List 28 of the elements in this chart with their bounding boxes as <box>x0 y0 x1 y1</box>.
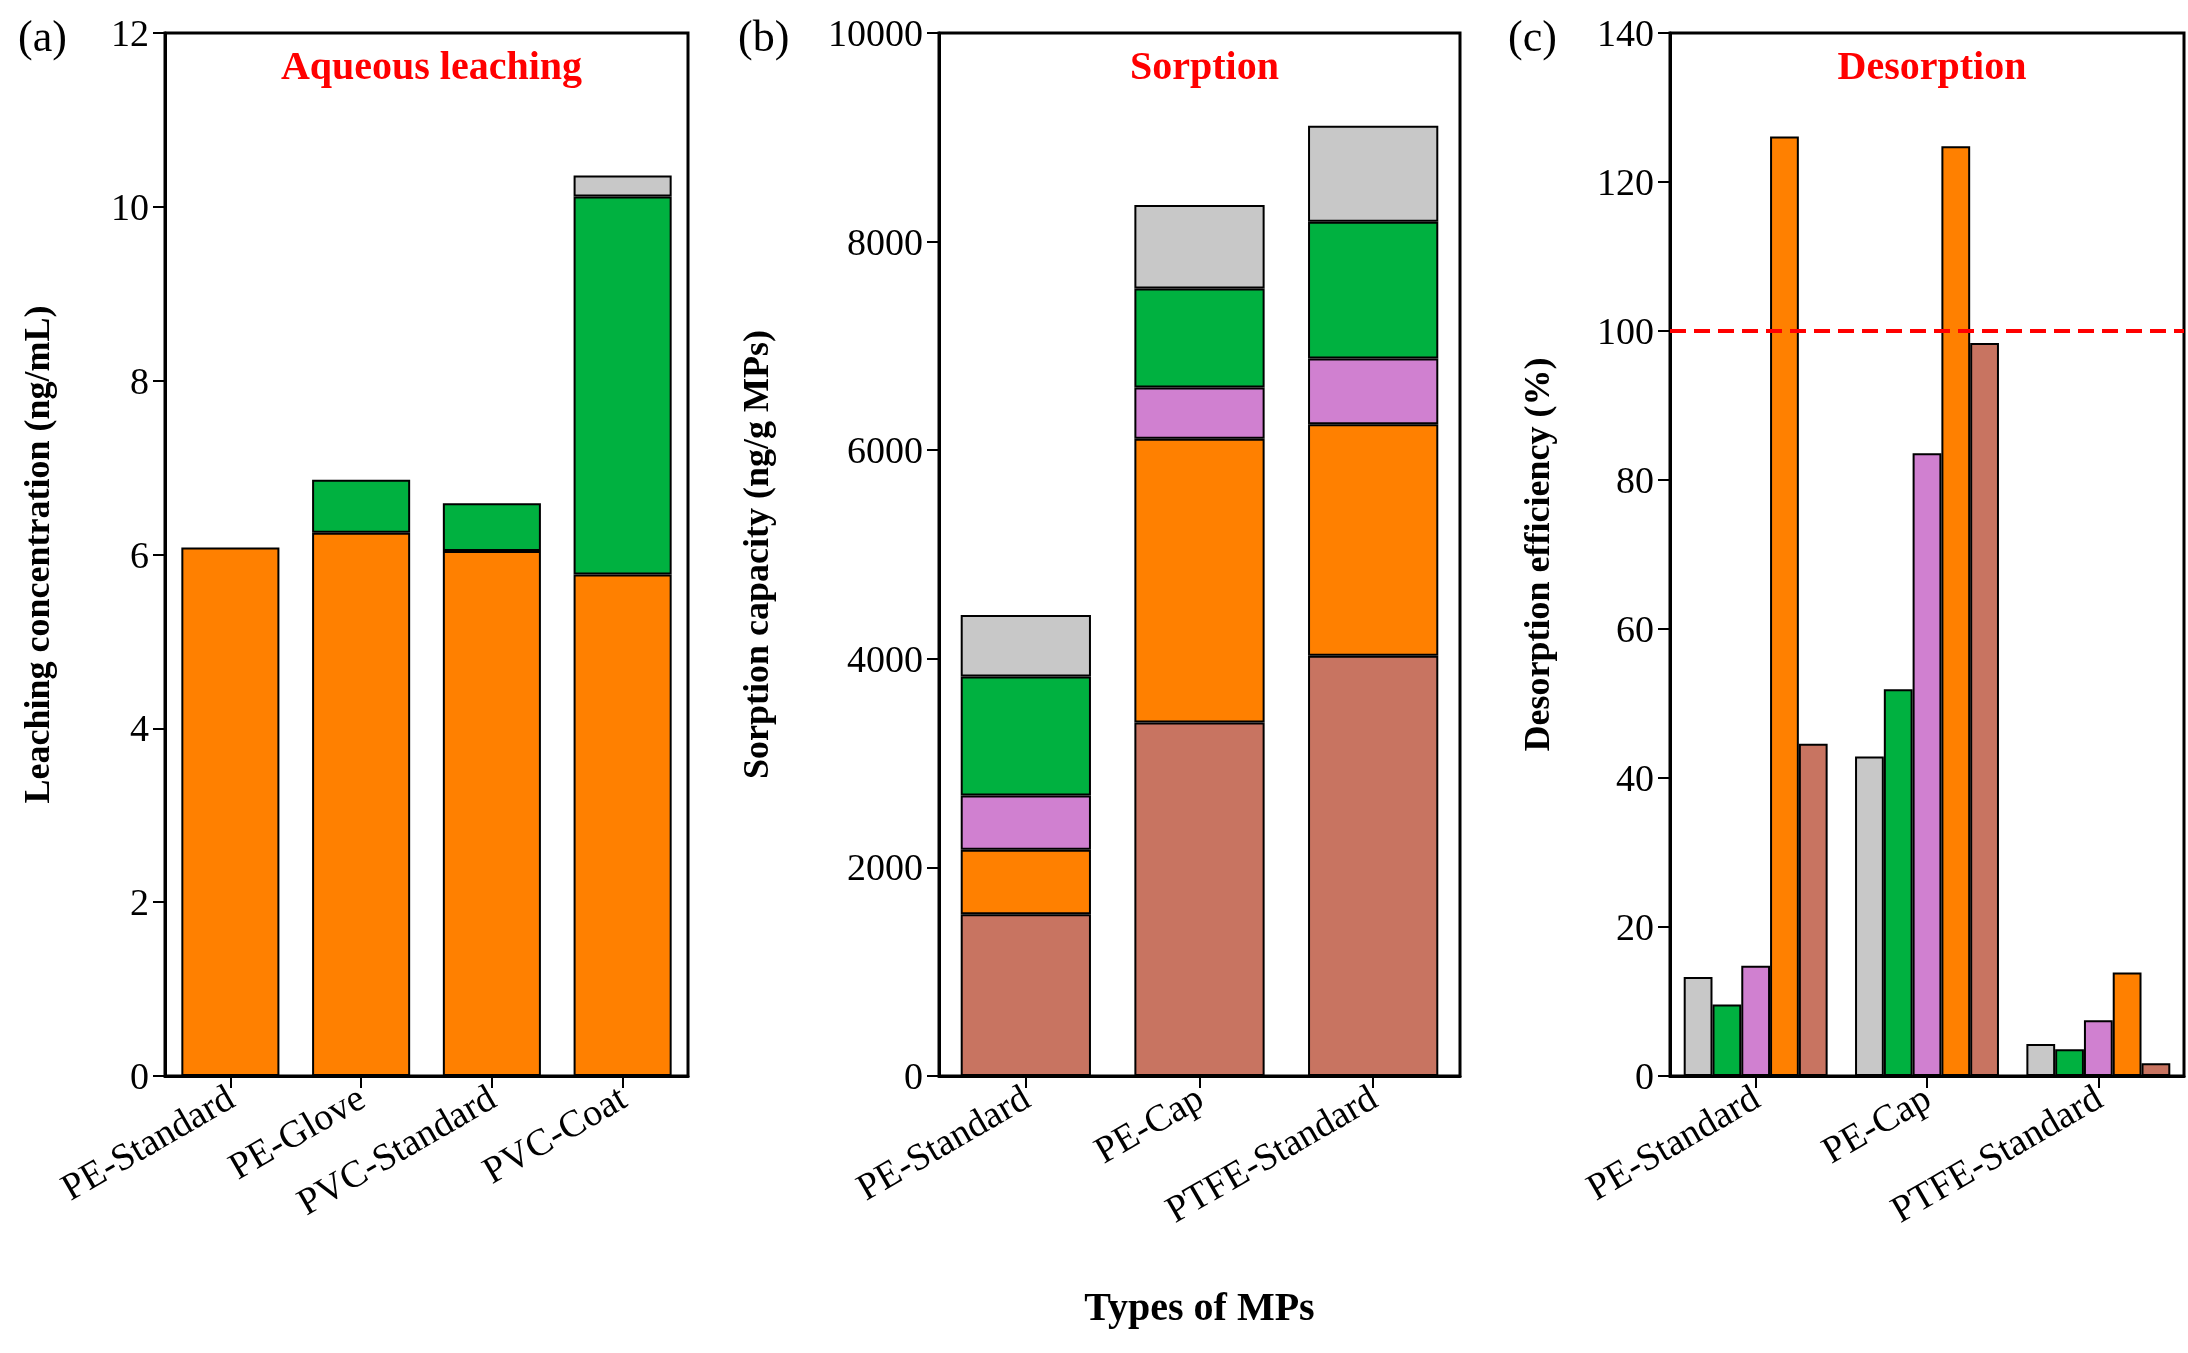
text: (b) <box>738 11 790 61</box>
y-axis-title: Desorption efficiency (%) <box>1517 357 1557 752</box>
y-tick-label: 2000 <box>847 846 923 889</box>
text: (a) <box>18 11 67 61</box>
y-tick-label: 6 <box>130 533 149 576</box>
chart-title: Sorption <box>1130 42 1279 88</box>
y-tick-label: 8 <box>130 359 149 402</box>
y-tick-label: 2 <box>130 881 149 924</box>
y-axis-title: Leaching concentration (ng/mL) <box>17 305 57 804</box>
y-axis-title: Sorption capacity (ng/g MPs) <box>736 330 776 779</box>
y-tick-label: 140 <box>1597 12 1654 54</box>
y-tick-label: 100 <box>1597 310 1654 352</box>
y-tick-label: 10000 <box>828 12 923 54</box>
y-tick-label: 6000 <box>847 429 923 472</box>
chart-title: Aqueous leaching <box>280 42 583 88</box>
y-tick-label: 40 <box>1616 757 1654 799</box>
x-axis-title: Types of MPs <box>1084 1283 1315 1329</box>
y-tick-label: 60 <box>1616 608 1654 650</box>
y-tick-label: 12 <box>111 12 149 54</box>
y-tick-label: 20 <box>1616 906 1654 948</box>
y-tick-label: 10 <box>111 185 149 228</box>
y-tick-label: 4 <box>130 707 149 750</box>
y-tick-label: 120 <box>1597 161 1654 203</box>
y-tick-label: 4000 <box>847 637 923 680</box>
y-tick-label: 80 <box>1616 459 1654 501</box>
text: (c) <box>1508 11 1557 61</box>
y-tick-label: 8000 <box>847 220 923 263</box>
chart-title: Desorption <box>1837 42 2027 88</box>
